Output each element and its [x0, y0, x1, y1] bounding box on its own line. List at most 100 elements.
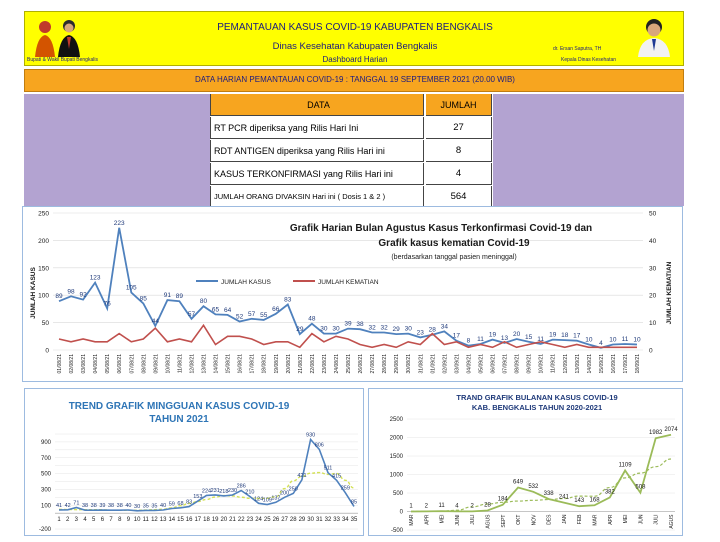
daily-x-tick-label: 22/08/21: [310, 354, 316, 374]
weekly-data-label: 40: [160, 503, 166, 509]
monthly-y-tick-label: 2000: [390, 436, 404, 442]
daily-x-tick-label: 05/08/21: [105, 354, 111, 374]
daily-case-data-label: 23: [417, 329, 425, 336]
weekly-x-tick-label: 4: [83, 517, 87, 523]
weekly-trend-line: [58, 471, 355, 511]
weekly-x-tick-label: 34: [342, 517, 349, 523]
daily-case-data-label: 10: [633, 337, 641, 344]
monthly-chart-svg: TRAND GRAFIK BULANAN KASUS COVID-19 KAB.…: [390, 393, 679, 534]
weekly-x-tick-label: 1: [57, 517, 61, 523]
daily-case-data-label: 8: [467, 338, 471, 345]
daily-y2-tick-label: 20: [649, 293, 657, 300]
weekly-x-tick-label: 35: [351, 517, 358, 523]
weekly-data-label: 218: [219, 489, 228, 495]
daily-x-tick-label: 04/09/21: [466, 354, 472, 374]
daily-y-axis-label: JUMLAH KASUS: [30, 267, 37, 319]
weekly-x-tick-label: 18: [203, 517, 210, 523]
weekly-x-tick-label: 24: [255, 517, 262, 523]
weekly-data-label: 286: [237, 484, 246, 490]
weekly-trend-chart: TREND GRAFIK MINGGUAN KASUS COVID-19 TAH…: [24, 388, 364, 536]
daily-case-data-label: 29: [393, 326, 401, 333]
daily-x-tick-label: 28/08/21: [382, 354, 388, 374]
daily-case-data-label: 13: [501, 335, 509, 342]
monthly-data-label: 168: [590, 497, 601, 503]
monthly-data-label: 143: [574, 498, 585, 504]
weekly-x-tick-label: 9: [127, 517, 131, 523]
daily-x-tick-label: 07/09/21: [503, 354, 509, 374]
monthly-x-tick-label: APR: [424, 514, 430, 525]
daily-case-data-label: 30: [332, 326, 340, 333]
monthly-x-tick-label: OKT: [516, 515, 522, 525]
monthly-trend-line: [410, 458, 672, 512]
daily-y-tick-label: 250: [38, 211, 49, 218]
weekly-x-tick-label: 12: [151, 517, 158, 523]
table-cell-label: JUMLAH ORANG DIVAKSIN Hari ini ( Dosis 1…: [210, 186, 424, 208]
weekly-x-tick-label: 8: [118, 517, 122, 523]
monthly-data-label: 2: [471, 503, 475, 509]
daily-case-data-label: 66: [272, 306, 280, 313]
weekly-data-label: 153: [193, 494, 202, 500]
daily-y2-tick-label: 10: [649, 320, 657, 327]
daily-case-data-label: 44: [152, 318, 160, 325]
daily-x-tick-label: 31/08/21: [418, 354, 424, 374]
daily-x-tick-label: 07/08/21: [129, 354, 135, 374]
monthly-x-tick-label: MAR: [409, 514, 415, 526]
weekly-data-label: 42: [65, 503, 71, 509]
daily-x-tick-label: 25/08/21: [346, 354, 352, 374]
table-cell-label: RDT ANTIGEN diperiksa yang Rilis Hari in…: [210, 140, 424, 162]
daily-x-tick-label: 10/09/21: [539, 354, 545, 374]
daily-x-tick-label: 06/08/21: [117, 354, 123, 374]
weekly-data-label: 38: [117, 503, 123, 509]
daily-case-data-label: 17: [573, 333, 581, 340]
daily-x-tick-label: 19/08/21: [274, 354, 280, 374]
table-cell-value: 8: [426, 140, 492, 162]
weekly-y-tick-label: 100: [41, 503, 52, 509]
monthly-data-label: 532: [528, 484, 539, 490]
weekly-chart-title-line2: TAHUN 2021: [149, 414, 209, 425]
daily-case-data-label: 89: [176, 293, 184, 300]
weekly-data-label: 83: [186, 500, 192, 506]
daily-case-data-label: 32: [381, 324, 389, 331]
weekly-x-tick-label: 6: [101, 517, 105, 523]
daily-x-tick-label: 20/08/21: [286, 354, 292, 374]
daily-case-data-label: 29: [296, 326, 304, 333]
monthly-x-tick-label: NOV: [531, 514, 537, 526]
daily-chart-subtitle: (berdasarkan tanggal pasien meninggal): [391, 254, 516, 261]
weekly-x-tick-label: 26: [273, 517, 280, 523]
daily-x-tick-label: 13/08/21: [202, 354, 208, 374]
daily-x-tick-label: 01/09/21: [430, 354, 436, 374]
weekly-y-tick-label: 900: [41, 440, 52, 446]
table-cell-value: 27: [426, 117, 492, 139]
weekly-x-tick-label: 13: [160, 517, 167, 523]
weekly-data-label: 930: [306, 433, 315, 439]
weekly-data-label: 35: [151, 503, 157, 509]
weekly-data-label: 137: [271, 495, 280, 501]
daily-date-banner: DATA HARIAN PEMANTAUAN COVID-19 : TANGGA…: [24, 69, 684, 92]
daily-case-data-label: 10: [585, 337, 593, 344]
weekly-data-label: 38: [91, 503, 97, 509]
daily-case-data-label: 34: [441, 323, 449, 330]
daily-x-tick-label: 30/08/21: [406, 354, 412, 374]
daily-case-data-label: 48: [308, 316, 316, 323]
daily-case-data-label: 52: [236, 314, 244, 321]
daily-case-data-label: 57: [248, 311, 256, 318]
daily-y-tick-label: 0: [45, 348, 49, 355]
daily-case-data-label: 15: [525, 334, 533, 341]
daily-chart-title-line2: Grafik kasus kematian Covid-19: [378, 238, 530, 249]
daily-y2-axis-label: JUMLAH KEMATIAN: [666, 261, 673, 324]
monthly-data-label: 1109: [619, 462, 633, 468]
daily-x-tick-label: 24/08/21: [334, 354, 340, 374]
daily-case-data-label: 38: [356, 321, 364, 328]
weekly-x-tick-label: 20: [221, 517, 228, 523]
weekly-x-tick-label: 29: [299, 517, 306, 523]
monthly-data-label: 2: [425, 503, 429, 509]
decorative-panel-right: [493, 94, 684, 206]
monthly-data-label: 2074: [664, 427, 678, 433]
regent-caption: Bupati & Wakil Bupati Bengkalis: [27, 57, 98, 63]
daily-x-tick-label: 03/09/21: [454, 354, 460, 374]
weekly-data-label: 231: [211, 488, 220, 494]
banner-text: DATA HARIAN PEMANTAUAN COVID-19 : TANGGA…: [195, 75, 515, 84]
daily-case-data-label: 11: [622, 336, 629, 343]
daily-x-tick-label: 11/08/21: [177, 354, 183, 373]
daily-y2-tick-label: 50: [649, 211, 657, 218]
